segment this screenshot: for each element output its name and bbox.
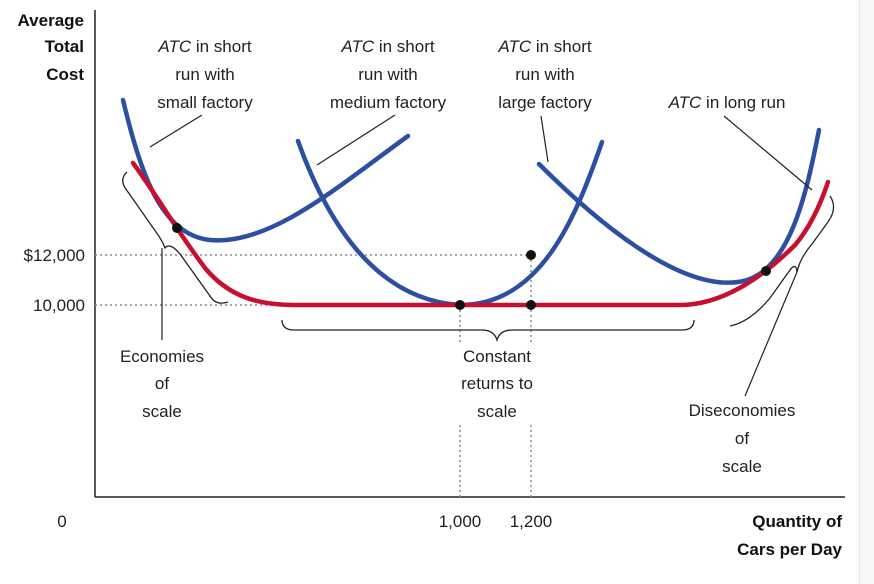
label-longrun-rest: in long run [701,93,785,112]
point-small-tangency [172,223,182,233]
y-tick-label-12000: $12,000 [24,246,85,265]
label-small-line1: ATC in short [157,37,251,56]
label-constant-line1: Constant [463,347,531,366]
label-large-line3: large factory [498,93,592,112]
label-medium-line1: ATC in short [340,37,434,56]
pointer-large [540,115,549,163]
pointer-diseconomies [744,271,798,397]
label-economies-line3: scale [142,402,182,421]
label-small-line2: run with [175,65,235,84]
pointer-small [149,114,203,148]
label-large-line2: run with [515,65,575,84]
point-1200-12000 [526,250,536,260]
label-medium-atc: ATC [340,37,374,56]
label-large-line1: ATC in short [497,37,591,56]
series-atc-short-run-small-factory [120,97,411,243]
label-constant-line2: returns to [461,374,533,393]
right-scroll-gutter [859,0,874,584]
y-axis-title-line2: Total [45,37,84,56]
label-diseconomies-line3: scale [722,457,762,476]
point-1000-10000 [455,300,465,310]
label-longrun-atc: ATC [668,93,702,112]
brace-constant [281,319,695,343]
y-axis-title-line1: Average [18,11,84,30]
label-large-rest: in short [531,37,592,56]
label-medium-line2: run with [358,65,418,84]
label-medium-line3: medium factory [330,93,447,112]
label-medium-rest: in short [374,37,435,56]
series-atc-short-run-medium-factory [295,138,605,308]
y-axis-title-line3: Cost [46,65,84,84]
label-constant-line3: scale [477,402,517,421]
series-atc-short-run-large-factory [536,127,822,285]
x-tick-label-1000: 1,000 [439,512,482,531]
brace-economies [122,171,229,304]
pointer-medium [316,114,396,166]
label-diseconomies-line1: Diseconomies [689,401,796,420]
brace-diseconomies [729,195,835,327]
x-tick-label-1200: 1,200 [510,512,553,531]
label-large-atc: ATC [497,37,531,56]
origin-label: 0 [57,512,66,531]
point-1200-10000 [526,300,536,310]
label-small-rest: in short [191,37,252,56]
pointer-longrun [723,115,813,191]
y-tick-label-10000: 10,000 [33,296,85,315]
point-large-tangency [761,266,771,276]
x-axis-title-line1: Quantity of [752,512,842,531]
label-small-atc: ATC [157,37,191,56]
label-diseconomies-line2: of [735,429,749,448]
label-small-line3: small factory [157,93,253,112]
x-axis-title-line2: Cars per Day [737,540,842,559]
label-economies-line2: of [155,374,169,393]
label-economies-line1: Economies [120,347,204,366]
label-longrun: ATC in long run [668,93,786,112]
